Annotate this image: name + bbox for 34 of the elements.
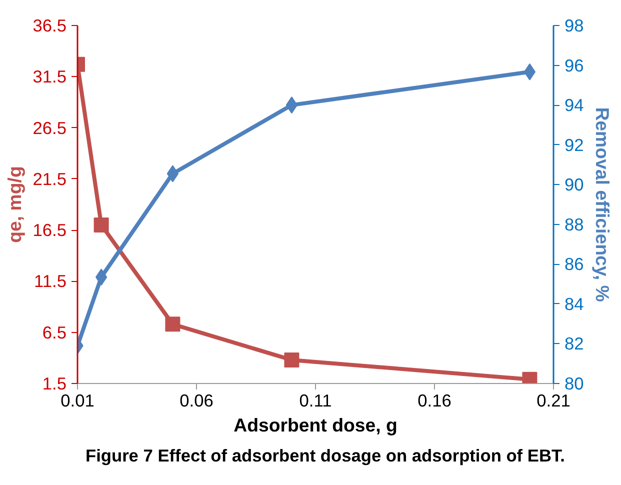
y2-tick-label: 98 xyxy=(564,16,584,36)
y2-tick-label: 84 xyxy=(564,294,584,314)
point xyxy=(95,268,108,286)
y2-tick-label: 80 xyxy=(564,374,584,394)
caption: Figure 7 Effect of adsorbent dosage on adsorption of EBT. xyxy=(86,446,565,466)
x-tick-label: 0.11 xyxy=(299,390,332,410)
point xyxy=(284,352,300,368)
x-axis-title: Adsorbent dose, g xyxy=(234,414,398,436)
point xyxy=(286,96,298,114)
y2-tick-label: 82 xyxy=(564,334,584,354)
y2-tick-label: 88 xyxy=(564,214,584,234)
x-tick-label: 0.01 xyxy=(60,390,94,410)
y-tick-label: 11.5 xyxy=(34,271,67,292)
y-tick-label: 6.5 xyxy=(42,322,67,342)
y2-tick-label: 86 xyxy=(564,254,584,274)
y-tick-label: 21.5 xyxy=(32,168,67,189)
y-tick-label: 31.5 xyxy=(32,66,67,87)
point xyxy=(524,63,536,80)
y-axis-title: qe, mg/g xyxy=(4,166,25,243)
y-tick-label: 1.5 xyxy=(42,374,67,394)
y-tick-label: 26.5 xyxy=(32,118,67,138)
y2-tick-label: 96 xyxy=(564,55,584,76)
y2-axis-title: Removal efficiency, % xyxy=(592,107,613,302)
point xyxy=(94,217,109,232)
y2-tick-label: 94 xyxy=(564,95,584,116)
point xyxy=(165,316,180,332)
y-tick-label: 36.5 xyxy=(32,16,67,36)
y2-tick-label: 90 xyxy=(564,174,584,195)
x-tick-label: 0.16 xyxy=(418,390,452,410)
y2-tick-label: 92 xyxy=(564,134,584,155)
point xyxy=(166,165,179,182)
x-tick-label: 0.06 xyxy=(180,390,214,410)
y-tick-label: 16.5 xyxy=(32,220,67,240)
x-tick-label: 0.21 xyxy=(536,390,570,410)
